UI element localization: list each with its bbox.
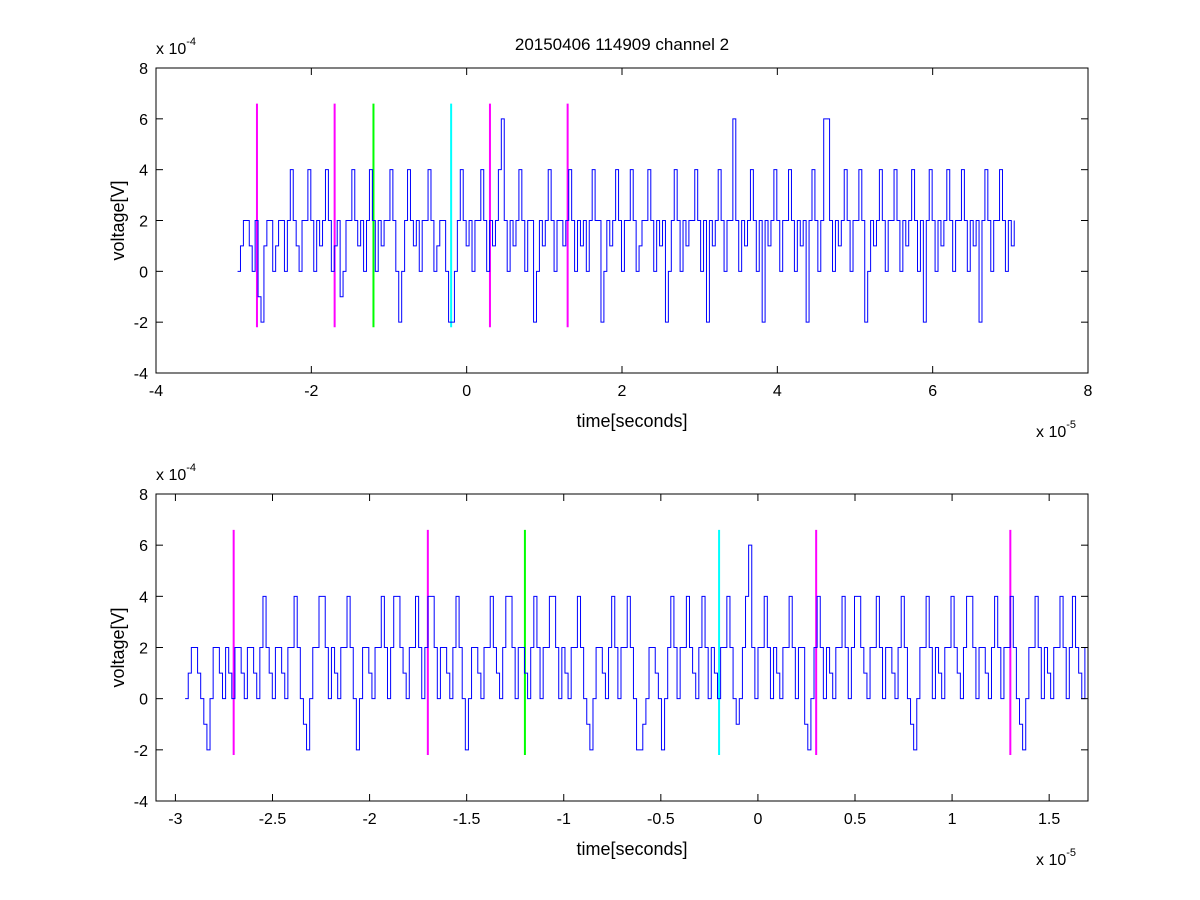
y-tick-label: -4 [134, 794, 148, 811]
x-tick-label: -2 [362, 811, 376, 828]
x-tick-label: -1.5 [453, 811, 481, 828]
x-axis-exponent: x 10-5 [1036, 419, 1076, 441]
y-tick-label: 8 [139, 61, 148, 78]
x-tick-label: -4 [149, 383, 163, 400]
y-exponent-base: x 10 [156, 41, 186, 58]
y-tick-label: 0 [139, 692, 148, 709]
y-axis-exponent: x 10-4 [156, 462, 196, 484]
voltage-series-line [185, 544, 1088, 751]
x-exponent-base: x 10 [1036, 852, 1066, 869]
x-tick-label: -1 [557, 811, 571, 828]
x-tick-label: 0 [462, 383, 471, 400]
chart-title: 20150406 114909 channel 2 [515, 35, 729, 54]
x-tick-label: 0.5 [844, 811, 866, 828]
y-tick-label: -4 [134, 366, 148, 383]
y-axis-exponent: x 10-4 [156, 36, 196, 58]
x-tick-label: -2 [304, 383, 318, 400]
y-exponent-base: x 10 [156, 467, 186, 484]
y-exponent-power: -4 [186, 36, 196, 48]
y-axis-label: voltage[V] [108, 180, 128, 260]
y-axis-label: voltage[V] [108, 607, 128, 687]
x-tick-label: -0.5 [647, 811, 675, 828]
x-axis-label: time[seconds] [576, 411, 687, 431]
x-axis-exponent: x 10-5 [1036, 847, 1076, 869]
x-tick-label: 0 [753, 811, 762, 828]
y-tick-label: 4 [139, 163, 148, 180]
y-tick-label: 2 [139, 214, 148, 231]
y-tick-label: 6 [139, 112, 148, 129]
x-tick-label: 1 [948, 811, 957, 828]
x-tick-label: -3 [168, 811, 182, 828]
x-tick-label: -2.5 [259, 811, 287, 828]
x-tick-label: 2 [618, 383, 627, 400]
x-axis-label: time[seconds] [576, 839, 687, 859]
x-tick-label: 1.5 [1038, 811, 1060, 828]
x-tick-label: 6 [928, 383, 937, 400]
x-exponent-power: -5 [1066, 847, 1076, 859]
y-tick-label: 0 [139, 264, 148, 281]
y-tick-label: -2 [134, 315, 148, 332]
y-exponent-power: -4 [186, 462, 196, 474]
x-tick-label: 4 [773, 383, 782, 400]
y-tick-label: 6 [139, 538, 148, 555]
y-tick-label: 2 [139, 641, 148, 658]
x-exponent-base: x 10 [1036, 424, 1066, 441]
y-tick-label: -2 [134, 743, 148, 760]
y-tick-label: 4 [139, 589, 148, 606]
x-exponent-power: -5 [1066, 419, 1076, 431]
x-tick-label: 8 [1084, 383, 1093, 400]
y-tick-label: 8 [139, 487, 148, 504]
voltage-series-line [237, 118, 1015, 323]
